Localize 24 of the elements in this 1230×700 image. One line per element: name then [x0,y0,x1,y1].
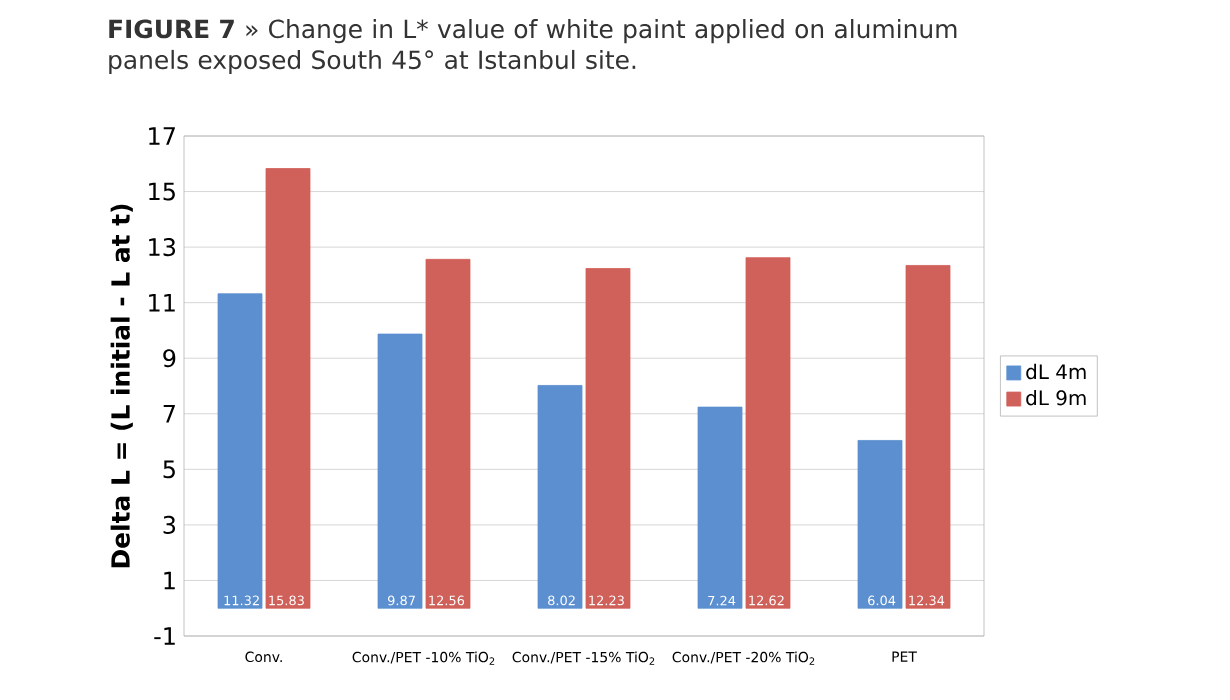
bar [745,257,791,609]
bar [697,406,743,609]
y-tick-label: 11 [149,293,175,312]
bar [537,385,583,609]
bar [905,265,951,609]
y-tick-label: 9 [163,349,176,368]
y-tick-label: 15 [149,182,175,201]
bar [585,268,631,609]
y-axis-title: Delta L = (L initial - L at t) [110,204,133,568]
y-tick-label: 13 [149,238,176,257]
y-tick-label: -1 [154,627,175,645]
bar [377,333,423,609]
y-tick-label: 3 [163,515,176,534]
chart-title: FIGURE 7 » Change in L* value of white paint applied on aluminum panels exposed South 45° at Istanbul site. [109,19,957,75]
bar [857,440,903,609]
y-tick-label: 17 [149,127,175,145]
y-tick-label: 7 [163,405,175,423]
legend-label: dL 9m [1026,389,1086,406]
bar [425,258,471,609]
y-tick-label: 5 [163,460,175,479]
legend-label: dL 4m [1026,363,1086,380]
bar [217,293,263,609]
y-tick-label: 1 [164,571,175,590]
bar [265,168,311,609]
